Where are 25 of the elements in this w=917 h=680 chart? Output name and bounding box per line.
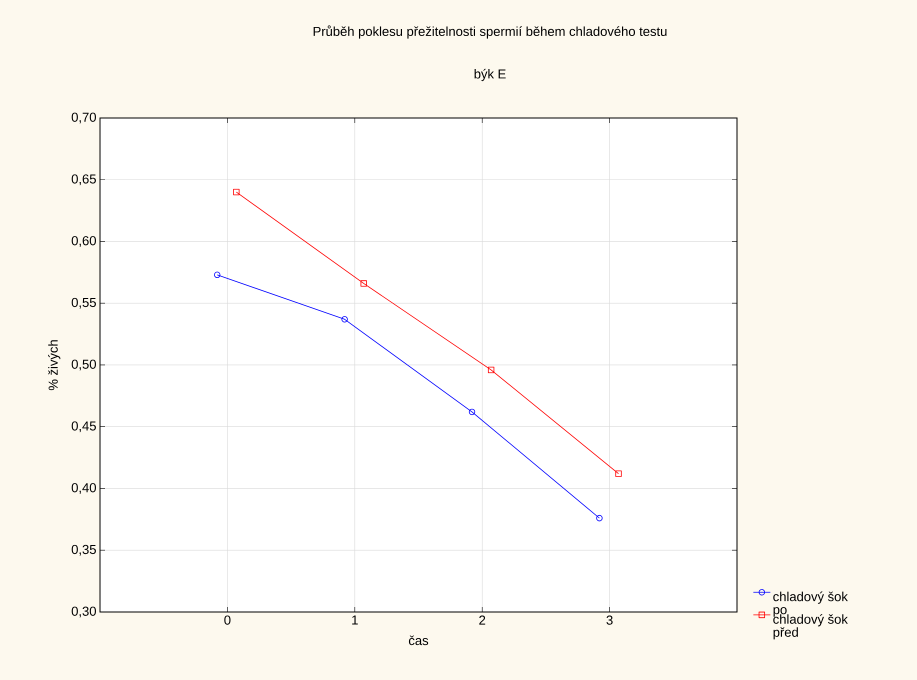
y-axis-title: % živých: [48, 340, 60, 390]
y-tick-label: 0,65: [72, 174, 96, 186]
y-tick-label: 0,35: [72, 544, 96, 556]
chart-subtitle: býk E: [474, 68, 506, 82]
point: [468, 408, 476, 416]
y-tick-label: 0,30: [72, 606, 96, 618]
point: [214, 272, 220, 278]
y-tick-label: 0,45: [72, 421, 96, 432]
y-tick-label: 0,50: [72, 360, 96, 370]
point: [615, 470, 622, 477]
y-tick-label: 0,70: [72, 112, 96, 124]
x-tick-label: 0: [224, 616, 231, 625]
y-tick-label: 0,60: [72, 236, 96, 247]
x-tick-label: 1: [352, 616, 358, 624]
point: [360, 280, 367, 287]
point: [233, 188, 240, 196]
chart-title: Průběh poklesu přežitelnosti spermií během chladového testu: [314, 25, 666, 39]
x-tick-label: 2: [479, 616, 486, 625]
y-tick-label: 0,40: [72, 483, 96, 494]
point: [341, 316, 348, 322]
y-tick-label: 0,55: [72, 298, 96, 309]
x-tick-label: 3: [606, 616, 613, 625]
point: [488, 366, 494, 374]
point: [596, 514, 603, 522]
x-axis-title: čas: [408, 636, 428, 646]
